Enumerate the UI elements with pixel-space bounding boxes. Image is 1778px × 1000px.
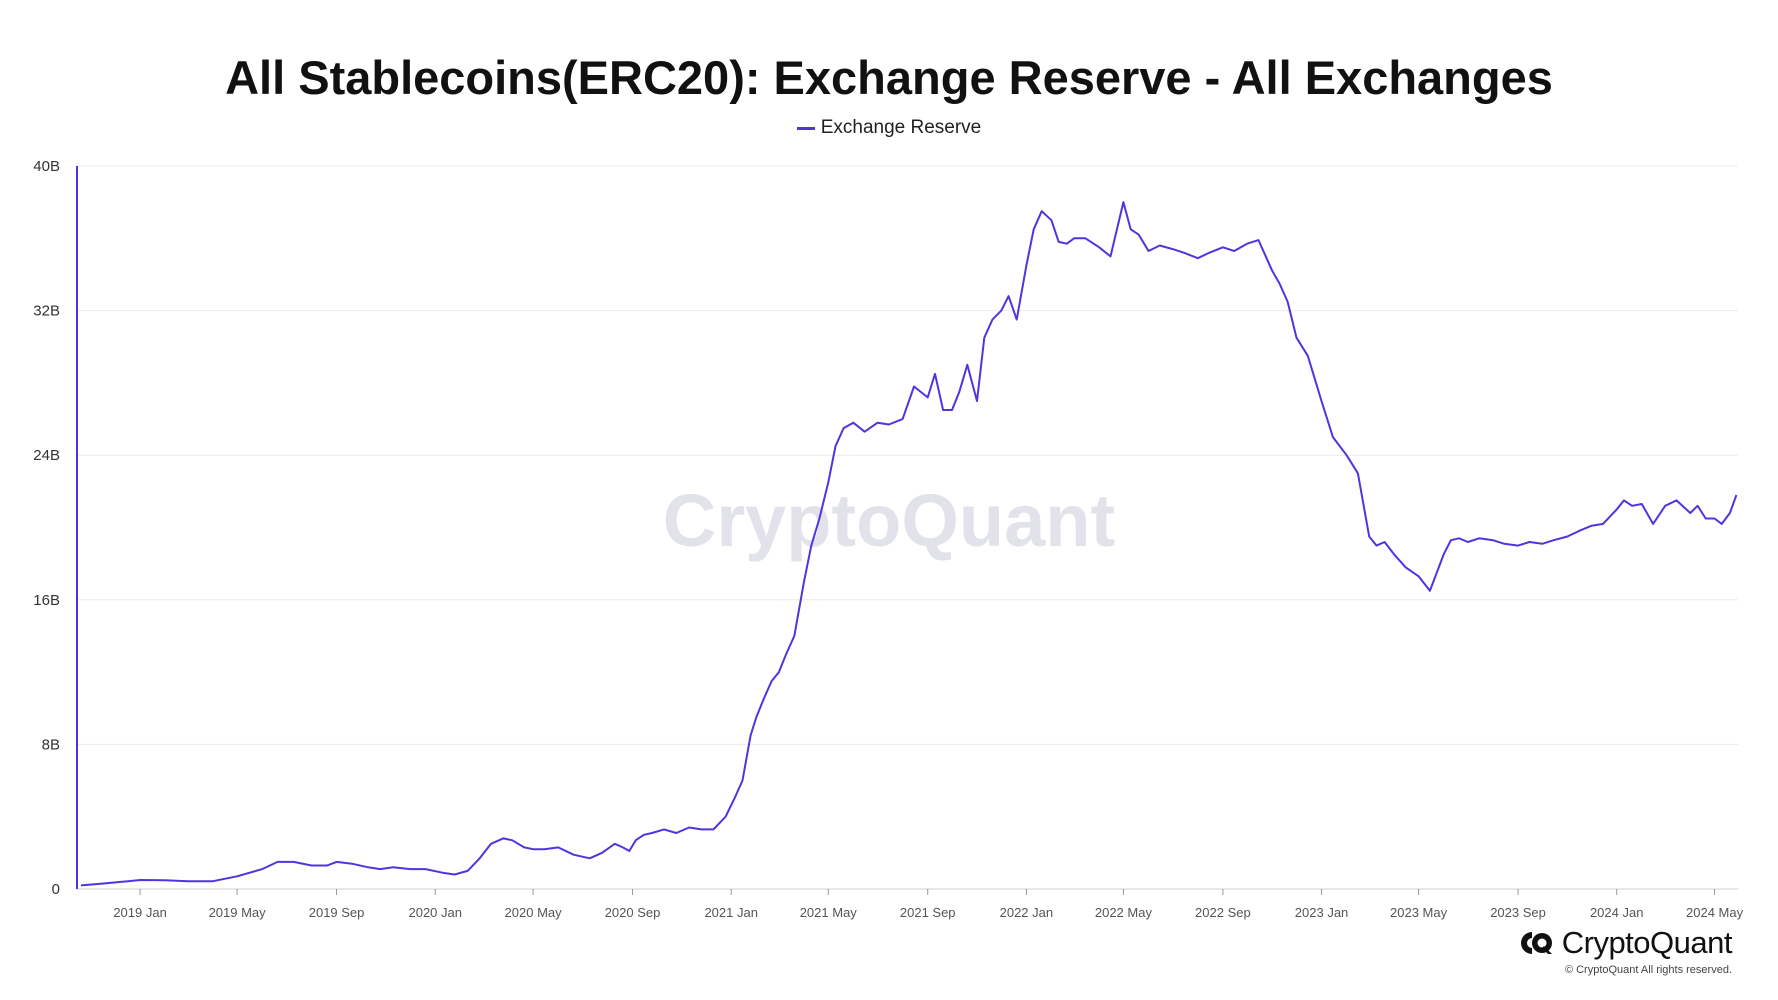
x-tick-label: 2021 Sep	[900, 905, 956, 920]
x-tick-label: 2021 May	[800, 905, 858, 920]
brand: CryptoQuant	[1516, 925, 1733, 961]
x-tick-label: 2024 Jan	[1590, 905, 1644, 920]
x-tick-label: 2021 Jan	[704, 905, 758, 920]
x-tick-label: 2022 Sep	[1195, 905, 1251, 920]
cryptoquant-logo-icon	[1520, 932, 1552, 954]
x-tick-label: 2020 May	[505, 905, 563, 920]
y-tick-label: 0	[52, 881, 60, 898]
chart-title: All Stablecoins(ERC20): Exchange Reserve…	[225, 51, 1553, 104]
x-tick-label: 2023 Sep	[1490, 905, 1546, 920]
x-tick-label: 2020 Sep	[605, 905, 661, 920]
y-tick-label: 24B	[33, 447, 60, 464]
y-tick-label: 16B	[33, 592, 60, 609]
legend-label: Exchange Reserve	[820, 117, 982, 138]
y-tick-label: 40B	[33, 158, 60, 175]
series-line	[80, 201, 1738, 887]
x-tick-label: 2019 Sep	[309, 905, 365, 920]
x-tick-label: 2020 Jan	[408, 905, 462, 920]
copyright-text: © CryptoQuant All rights reserved.	[1564, 964, 1732, 976]
x-tick-label: 2023 May	[1390, 905, 1448, 920]
x-tick-label: 2019 Jan	[113, 905, 167, 920]
x-tick-label: 2022 May	[1095, 905, 1153, 920]
brand-name: CryptoQuant	[1561, 925, 1733, 960]
x-tick-label: 2024 May	[1686, 905, 1744, 920]
y-tick-label: 8B	[42, 736, 60, 753]
legend-swatch	[796, 126, 815, 130]
x-tick-label: 2022 Jan	[1000, 905, 1054, 920]
y-tick-label: 32B	[33, 303, 60, 320]
x-tick-label: 2019 May	[209, 905, 267, 920]
x-tick-label: 2023 Jan	[1295, 905, 1349, 920]
legend[interactable]: Exchange Reserve	[0, 117, 1778, 139]
